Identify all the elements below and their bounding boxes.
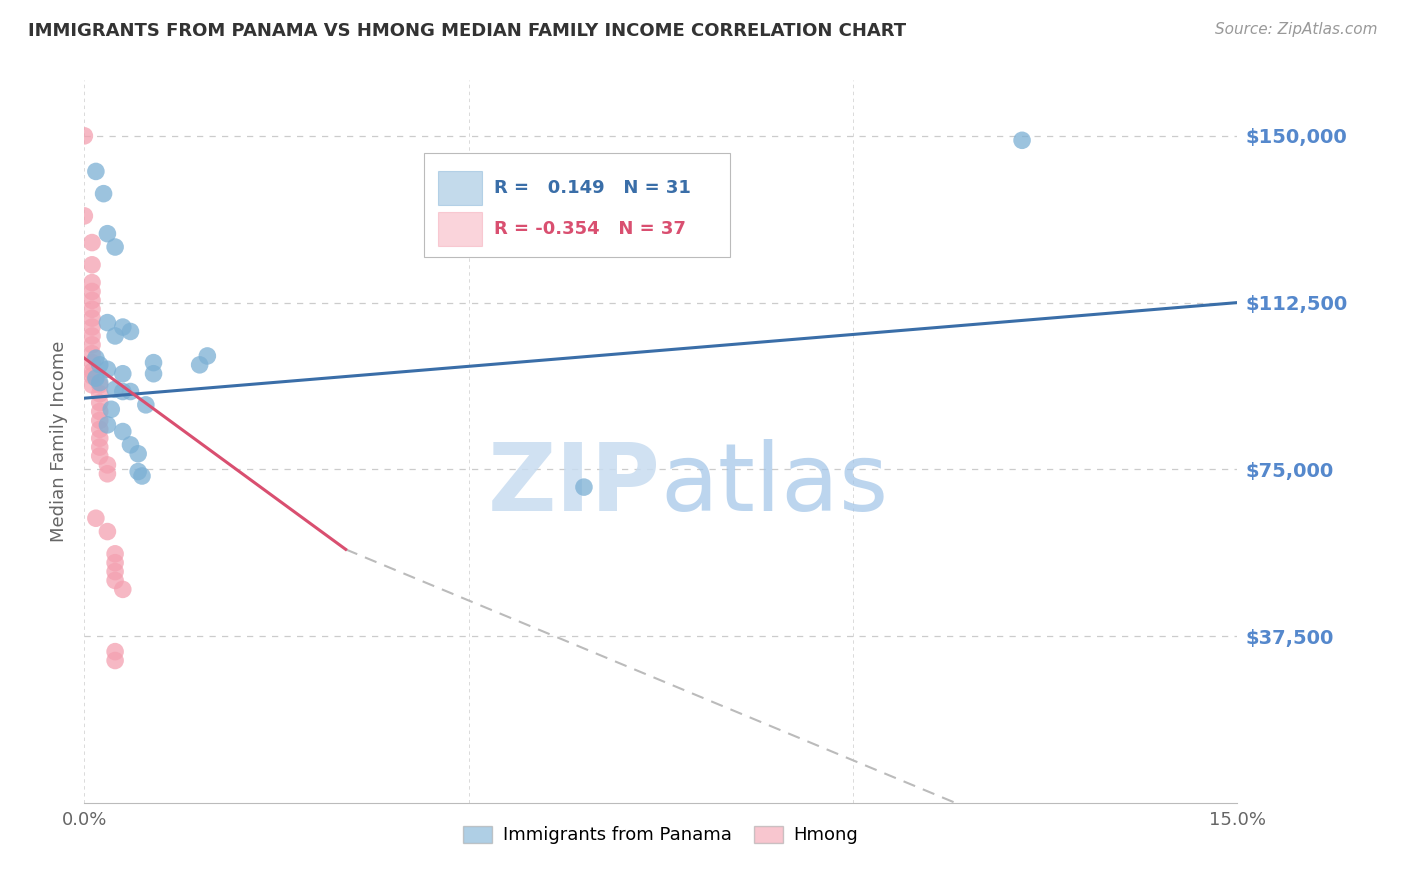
Text: ZIP: ZIP [488, 439, 661, 531]
Point [80, 377, 103, 392]
Y-axis label: Median Family Income: Median Family Income [49, 341, 67, 542]
Point [104, 240, 127, 254]
Point [89, 413, 111, 427]
FancyBboxPatch shape [439, 170, 482, 205]
Point [89, 376, 111, 390]
Point [96, 362, 118, 376]
Point [135, 398, 157, 412]
Point [89, 377, 111, 392]
Point [111, 320, 134, 334]
Point [104, 574, 127, 588]
Point [84, 371, 107, 385]
Point [96, 316, 118, 330]
Point [80, 293, 103, 308]
Point [131, 469, 153, 483]
Point [104, 329, 127, 343]
Point [120, 325, 142, 339]
Point [84, 351, 107, 366]
Point [89, 395, 111, 409]
Point [73, 128, 96, 143]
Point [89, 440, 111, 454]
Point [120, 384, 142, 399]
Point [111, 425, 134, 439]
Point [84, 164, 107, 178]
Point [89, 404, 111, 418]
Point [80, 329, 103, 343]
Point [111, 384, 134, 399]
Point [96, 524, 118, 539]
Point [100, 402, 122, 417]
Point [80, 356, 103, 370]
Point [80, 311, 103, 326]
Point [96, 467, 118, 481]
Point [1011, 133, 1033, 147]
Point [142, 367, 165, 381]
Point [572, 480, 595, 494]
FancyBboxPatch shape [425, 153, 730, 257]
Point [89, 449, 111, 463]
Point [111, 582, 134, 597]
Point [104, 547, 127, 561]
Point [111, 367, 134, 381]
Point [104, 565, 127, 579]
Point [104, 645, 127, 659]
Text: R = -0.354   N = 37: R = -0.354 N = 37 [494, 220, 686, 238]
Point [188, 358, 211, 372]
Point [104, 382, 127, 396]
Point [127, 465, 149, 479]
Point [96, 227, 118, 241]
Point [84, 511, 107, 525]
Point [80, 258, 103, 272]
Point [104, 653, 127, 667]
Point [80, 276, 103, 290]
Point [96, 417, 118, 432]
Point [89, 358, 111, 372]
Point [80, 364, 103, 378]
Point [96, 458, 118, 472]
Point [80, 320, 103, 334]
Point [89, 422, 111, 436]
Point [127, 447, 149, 461]
Point [80, 235, 103, 250]
Text: atlas: atlas [661, 439, 889, 531]
Point [80, 302, 103, 317]
Point [93, 186, 115, 201]
Text: IMMIGRANTS FROM PANAMA VS HMONG MEDIAN FAMILY INCOME CORRELATION CHART: IMMIGRANTS FROM PANAMA VS HMONG MEDIAN F… [28, 22, 907, 40]
Legend: Immigrants from Panama, Hmong: Immigrants from Panama, Hmong [456, 818, 866, 852]
Point [89, 431, 111, 445]
Point [120, 438, 142, 452]
Point [142, 356, 165, 370]
Text: R =   0.149   N = 31: R = 0.149 N = 31 [494, 179, 690, 197]
Point [104, 556, 127, 570]
Point [80, 338, 103, 352]
Point [73, 209, 96, 223]
Point [195, 349, 218, 363]
Point [80, 368, 103, 383]
Point [89, 386, 111, 401]
Text: Source: ZipAtlas.com: Source: ZipAtlas.com [1215, 22, 1378, 37]
Point [80, 347, 103, 361]
Point [80, 285, 103, 299]
FancyBboxPatch shape [439, 211, 482, 246]
